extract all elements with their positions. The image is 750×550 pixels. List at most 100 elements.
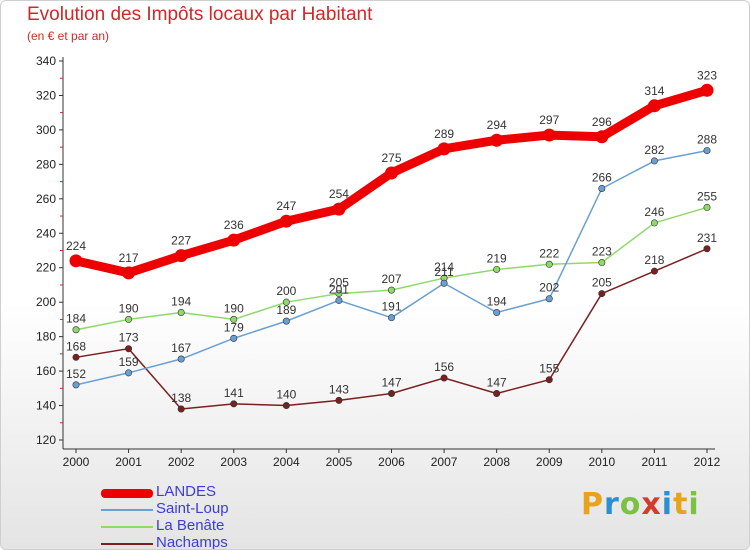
data-label: 223 [592,245,612,259]
legend-label: Saint-Loup [156,500,229,517]
data-point [545,376,553,384]
data-label: 167 [171,341,191,355]
data-point [125,345,133,353]
proxiti-logo: Proxiti [581,487,700,522]
data-label: 152 [66,367,86,381]
y-tick-label: 240 [36,226,56,240]
data-point [72,353,80,361]
data-label: 190 [224,301,244,315]
logo-letter: o [619,487,642,522]
data-point [598,290,606,298]
x-tick-label: 2003 [220,455,247,469]
data-point [335,296,343,304]
data-label: 189 [276,303,296,317]
legend-swatch [101,509,153,511]
legend-swatch [101,488,153,498]
data-label: 217 [119,251,139,265]
data-point [545,295,553,303]
y-tick-label: 140 [36,399,56,413]
x-tick-label: 2004 [273,455,300,469]
x-tick-label: 2002 [168,455,195,469]
logo-letter: i [661,487,674,522]
data-label: 323 [697,68,717,82]
data-point [227,233,241,247]
chart-subtitle: (en € et par an) [27,29,110,43]
data-point [385,166,398,180]
data-label: 155 [539,362,559,376]
x-tick-label: 2010 [588,455,615,469]
data-label: 218 [644,253,664,267]
data-point [647,99,661,113]
data-point [177,355,185,363]
data-point [174,249,188,263]
data-point [650,219,658,227]
data-point [650,157,658,165]
data-point [282,402,290,410]
data-label: 297 [539,113,559,127]
data-label: 179 [224,320,244,334]
data-label: 205 [592,276,612,290]
data-label: 156 [434,360,454,374]
data-point [440,374,448,382]
y-tick-label: 220 [36,261,56,275]
data-label: 275 [381,151,401,165]
data-point [279,214,293,228]
data-label: 236 [224,218,244,232]
y-tick-label: 200 [36,295,56,309]
data-label: 296 [592,115,612,129]
data-label: 173 [119,331,139,345]
data-point [598,259,606,267]
data-label: 255 [697,189,717,203]
y-tick-label: 160 [36,364,56,378]
data-point [282,298,290,306]
data-label: 211 [435,265,454,279]
data-label: 314 [644,84,664,98]
data-label: 202 [539,281,559,295]
data-point [177,309,185,317]
data-label: 294 [487,118,507,132]
data-label: 201 [329,282,349,296]
chart-title: Evolution des Impôts locaux par Habitant [27,4,373,25]
data-point [440,279,448,287]
data-label: 194 [171,295,191,309]
data-point [542,128,556,142]
data-point [493,309,501,317]
data-label: 190 [119,301,139,315]
data-label: 168 [66,339,86,353]
data-point [230,315,238,323]
data-point [650,267,658,275]
data-label: 191 [381,300,401,314]
data-point [125,369,133,377]
data-label: 219 [487,251,507,265]
y-tick-label: 120 [36,433,56,447]
data-point [332,202,346,216]
data-label: 147 [487,375,507,389]
data-point [437,142,451,156]
x-tick-label: 2005 [326,455,353,469]
data-point [595,130,609,144]
data-point [230,334,238,342]
data-point [177,405,185,413]
data-label: 282 [644,143,664,157]
data-point [598,184,606,192]
data-label: 143 [329,382,349,396]
data-label: 222 [539,246,559,260]
legend-label: Nachamps [156,534,228,550]
data-point [72,326,80,334]
data-label: 159 [119,355,139,369]
data-point [703,203,711,211]
y-tick-label: 280 [36,157,56,171]
data-label: 224 [66,239,86,253]
data-point [493,265,501,273]
data-point [703,245,711,253]
data-label: 141 [224,386,244,400]
y-tick-label: 180 [36,330,56,344]
data-label: 138 [171,391,191,405]
x-tick-label: 2009 [536,455,563,469]
data-label: 205 [329,276,349,290]
logo-letter: x [641,487,662,522]
data-point [335,290,343,298]
x-tick-label: 2011 [642,455,668,469]
